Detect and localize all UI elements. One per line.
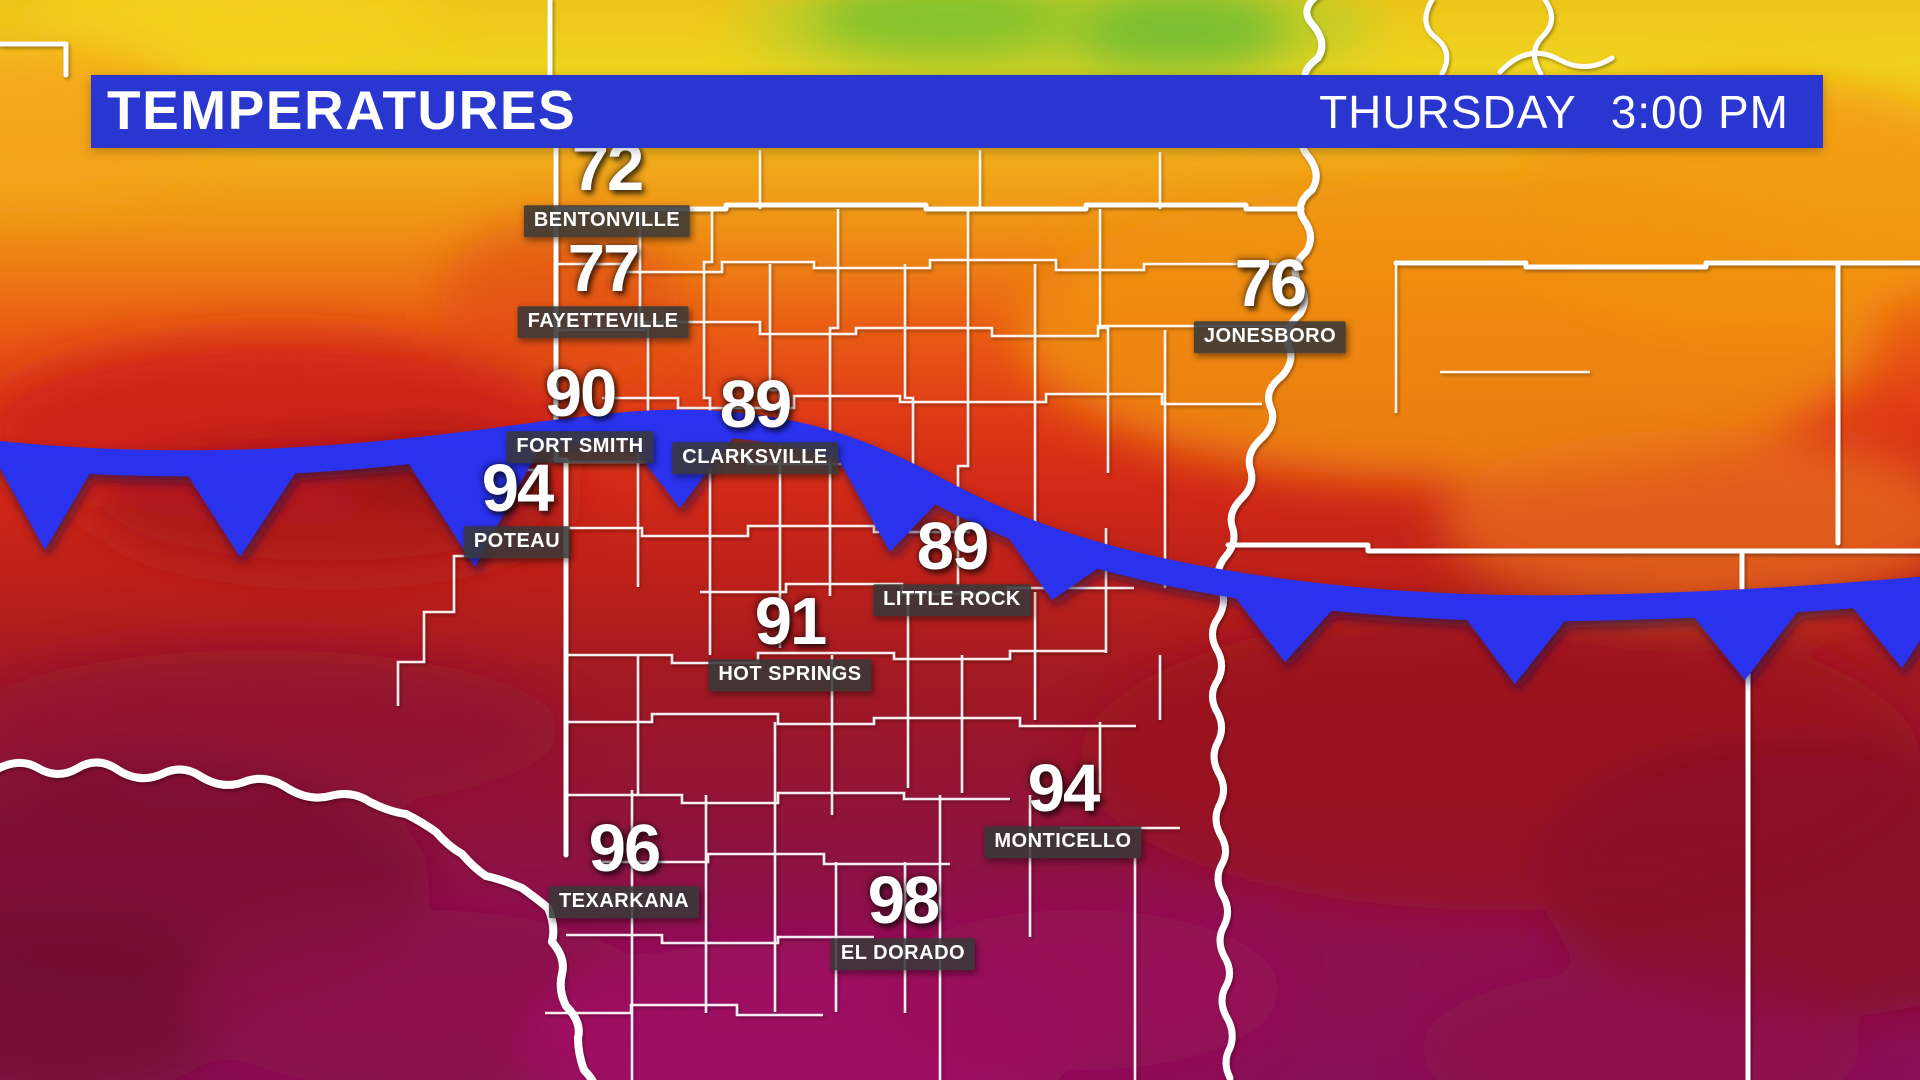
red-river <box>0 758 597 1080</box>
timestamp: THURSDAY 3:00 PM <box>1319 89 1789 135</box>
rivers <box>0 0 1326 1080</box>
page-title: TEMPERATURES <box>107 79 577 141</box>
time-label: 3:00 PM <box>1610 85 1789 138</box>
mississippi-river <box>1209 0 1326 1080</box>
day-label: THURSDAY <box>1319 85 1577 138</box>
header-bar: TEMPERATURES THURSDAY 3:00 PM <box>91 75 1823 148</box>
